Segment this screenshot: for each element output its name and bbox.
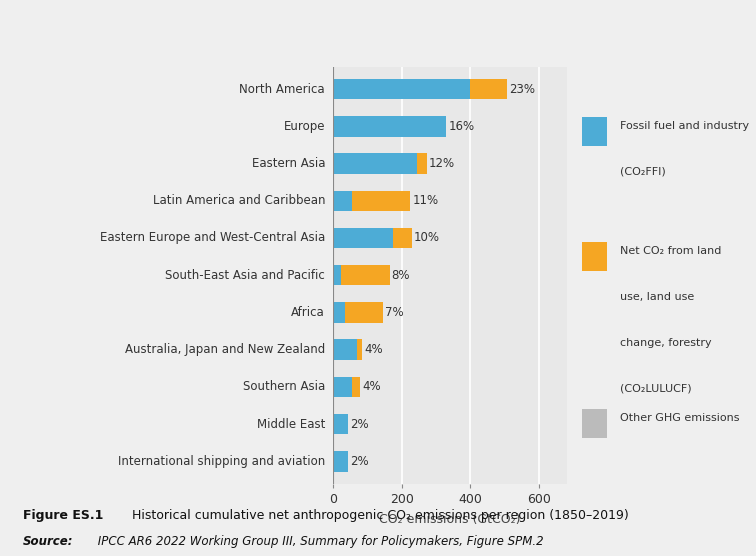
- Text: change, forestry: change, forestry: [621, 337, 712, 348]
- Text: 4%: 4%: [362, 380, 381, 394]
- Text: 11%: 11%: [412, 194, 438, 207]
- Text: IPCC AR6 2022 Working Group III, Summary for Policymakers, Figure SPM.2: IPCC AR6 2022 Working Group III, Summary…: [94, 535, 544, 548]
- Bar: [333, 302, 345, 322]
- Text: 4%: 4%: [364, 343, 383, 356]
- Bar: [345, 302, 383, 322]
- Bar: [333, 191, 352, 211]
- Text: Historical cumulative net anthropogenic CO₂ emissions per region (1850–2019): Historical cumulative net anthropogenic …: [132, 509, 629, 522]
- Bar: [341, 265, 389, 285]
- Bar: [333, 79, 470, 100]
- Text: Source:: Source:: [23, 535, 73, 548]
- Text: Africa: Africa: [291, 306, 325, 319]
- Text: (CO₂LULUCF): (CO₂LULUCF): [621, 384, 692, 394]
- Text: Southern Asia: Southern Asia: [243, 380, 325, 394]
- Text: Other GHG emissions: Other GHG emissions: [621, 413, 740, 423]
- Bar: [393, 228, 412, 248]
- Text: South-East Asia and Pacific: South-East Asia and Pacific: [166, 269, 325, 282]
- Text: 23%: 23%: [509, 82, 534, 96]
- Bar: [582, 242, 607, 271]
- Bar: [333, 376, 352, 397]
- Bar: [357, 340, 362, 360]
- Text: 12%: 12%: [429, 157, 455, 170]
- Text: Australia, Japan and New Zealand: Australia, Japan and New Zealand: [125, 343, 325, 356]
- Text: North America: North America: [240, 82, 325, 96]
- Bar: [352, 191, 411, 211]
- Text: Eastern Europe and West-Central Asia: Eastern Europe and West-Central Asia: [100, 231, 325, 245]
- Text: 2%: 2%: [350, 455, 369, 468]
- Text: Europe: Europe: [284, 120, 325, 133]
- Text: 16%: 16%: [448, 120, 475, 133]
- Text: International shipping and aviation: International shipping and aviation: [118, 455, 325, 468]
- Bar: [333, 228, 393, 248]
- X-axis label: CO₂ emissions (GtCO₂): CO₂ emissions (GtCO₂): [379, 513, 521, 525]
- Text: 10%: 10%: [414, 231, 440, 245]
- Text: (CO₂FFI): (CO₂FFI): [621, 167, 666, 177]
- Bar: [417, 153, 426, 174]
- Bar: [333, 340, 357, 360]
- Text: Fossil fuel and industry: Fossil fuel and industry: [621, 121, 749, 131]
- Bar: [333, 153, 417, 174]
- Bar: [582, 409, 607, 438]
- Text: Net CO₂ from land: Net CO₂ from land: [621, 246, 722, 256]
- Text: 8%: 8%: [392, 269, 410, 282]
- Bar: [470, 79, 507, 100]
- Text: 7%: 7%: [385, 306, 403, 319]
- Bar: [582, 117, 607, 146]
- Bar: [333, 116, 446, 137]
- Text: Middle East: Middle East: [257, 418, 325, 431]
- Bar: [333, 414, 349, 434]
- Text: use, land use: use, land use: [621, 292, 695, 302]
- Bar: [333, 451, 349, 471]
- Text: Latin America and Caribbean: Latin America and Caribbean: [153, 194, 325, 207]
- Text: 2%: 2%: [350, 418, 369, 431]
- Bar: [352, 376, 360, 397]
- Bar: [333, 265, 341, 285]
- Text: Eastern Asia: Eastern Asia: [252, 157, 325, 170]
- Text: Figure ES.1: Figure ES.1: [23, 509, 103, 522]
